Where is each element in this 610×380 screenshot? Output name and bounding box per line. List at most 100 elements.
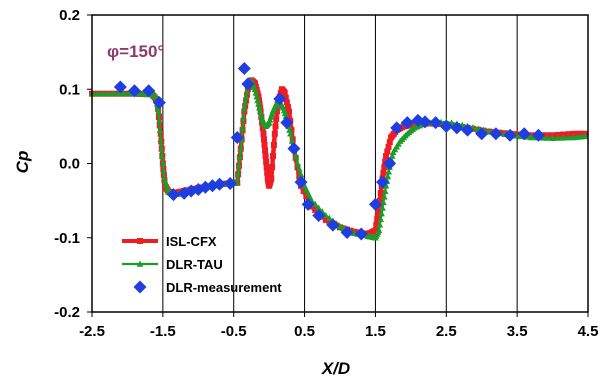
data-point [285,108,292,115]
data-point [292,152,300,159]
legend: ISL-CFX DLR-TAU DLR-measurement [122,234,282,295]
data-point [322,216,329,223]
data-point [386,139,393,146]
legend-entry-isl-cfx: ISL-CFX [122,234,217,249]
data-point [166,188,180,202]
data-point [400,116,414,130]
data-point [286,126,293,133]
data-point [152,96,166,110]
data-point [375,226,383,234]
data-point [461,123,475,137]
data-point [373,221,380,228]
data-point [418,115,432,129]
data-point [565,134,572,141]
data-point [374,216,381,223]
data-point [160,167,167,174]
data-point [94,90,101,97]
series-dlr-measurement [113,61,545,241]
data-point [287,142,301,156]
data-point [120,90,128,97]
data-point [340,226,354,240]
data-point [294,175,308,189]
data-point [252,89,260,96]
x-tick-label: -0.5 [221,323,247,340]
data-point [257,111,265,118]
data-point [376,175,390,189]
data-point [489,127,503,141]
data-point [155,107,162,115]
data-point [159,159,167,167]
y-axis-title: Cp [13,151,32,174]
data-point [297,171,305,178]
data-point [256,107,264,115]
data-point [281,89,288,96]
data-point [273,108,280,115]
tick-labels: -2.5 -1.5 -0.5 0.5 1.5 2.5 3.5 4.5 0.2 0.1 0.0 -0.1… [54,7,598,340]
x-tick-label: 2.5 [436,323,457,340]
data-point [251,85,259,92]
y-tick-label: 0.2 [59,7,80,24]
data-point [140,90,147,97]
data-point [264,169,271,176]
data-point [368,197,382,211]
data-point [223,177,237,191]
data-point [475,127,489,141]
data-point [379,204,386,211]
data-point [554,134,562,141]
data-point [251,80,258,87]
data-point [213,177,227,191]
data-point [263,164,270,171]
data-point [528,133,535,141]
data-point [377,190,384,197]
data-point [254,96,261,104]
data-point [158,145,165,152]
data-point [429,116,443,130]
data-point [268,175,275,182]
data-point [354,227,368,241]
data-point [157,135,165,143]
data-point [450,121,464,135]
data-point [240,114,247,121]
data-point [236,153,244,160]
data-point [384,172,392,180]
data-point [241,104,248,111]
data-point [230,131,244,145]
data-point [242,93,250,100]
data-point [271,130,278,137]
data-point [253,93,261,100]
data-point [128,84,142,98]
data-point [381,164,388,171]
data-point [549,134,556,141]
data-point [322,211,330,219]
data-point [113,80,127,94]
data-point [269,164,276,171]
legend-label: ISL-CFX [166,234,217,249]
data-point [315,204,323,211]
y-tick-label: -0.1 [54,230,80,247]
data-point [272,123,279,130]
data-point [262,147,269,154]
data-point [559,134,567,141]
data-point [383,153,390,160]
data-point [372,227,379,234]
data-point [237,61,251,75]
data-point [377,215,385,222]
y-tick-label: 0.1 [59,81,80,98]
data-point [375,210,382,217]
gridlines [162,15,518,312]
data-point [260,130,267,137]
data-point [273,115,280,122]
data-point [261,136,268,143]
data-point [239,124,246,131]
data-point [326,214,333,221]
data-point [388,152,396,159]
data-point [142,84,156,98]
data-point [570,130,577,137]
data-point [135,90,143,97]
data-point [378,210,385,217]
legend-label: DLR-TAU [166,257,223,272]
data-point [261,141,268,148]
data-point [439,119,453,133]
data-point [382,182,390,189]
